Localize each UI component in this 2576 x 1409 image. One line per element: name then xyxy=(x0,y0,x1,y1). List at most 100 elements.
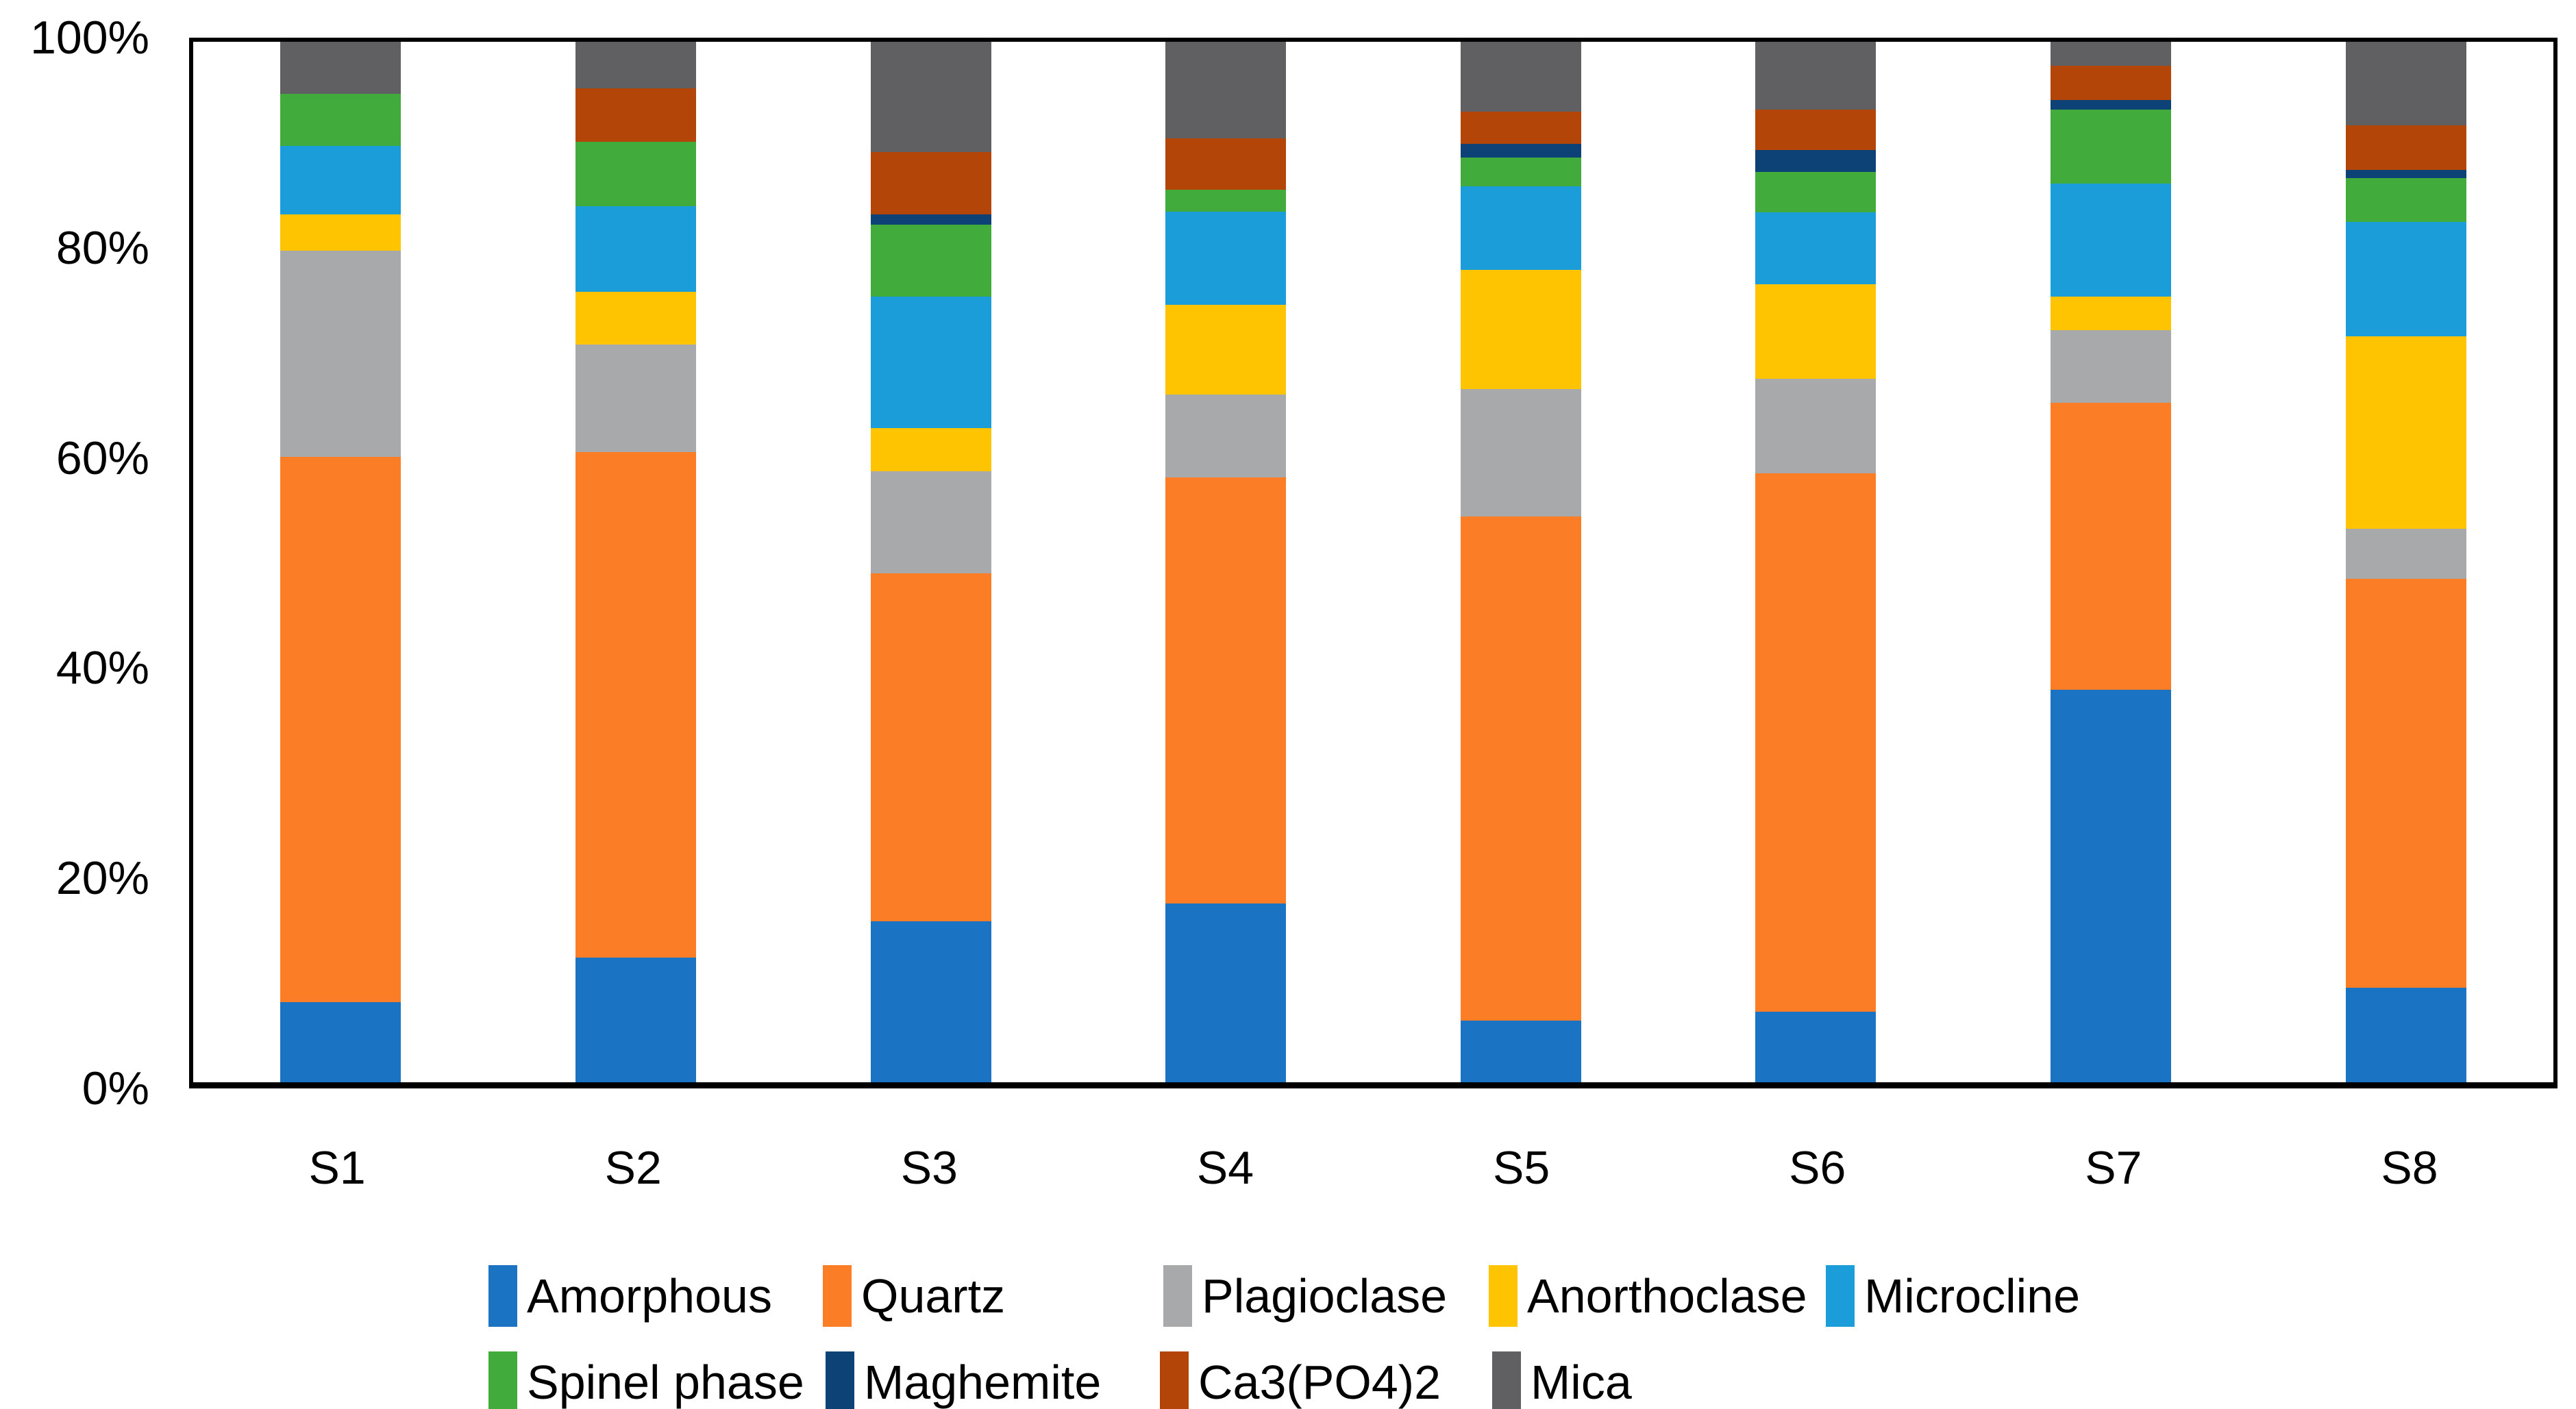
segment-anorthoclase-s8 xyxy=(2345,336,2466,529)
segment-quartz-s7 xyxy=(2051,403,2172,690)
legend-label-maghemite: Maghemite xyxy=(864,1356,1102,1409)
legend-item-anorthoclase: Anorthoclase xyxy=(1489,1262,1807,1330)
slot-s5 xyxy=(1374,42,1669,1082)
segment-plagioclase-s4 xyxy=(1165,394,1287,478)
segment-mica-s6 xyxy=(1755,42,1877,110)
legend-label-amorphous: Amorphous xyxy=(527,1269,772,1323)
segment-spinel-phase-s2 xyxy=(575,141,696,207)
segment-anorthoclase-s6 xyxy=(1755,284,1877,379)
segment-ca3-po4-2-s6 xyxy=(1755,109,1877,151)
legend-item-plagioclase: Plagioclase xyxy=(1163,1262,1447,1330)
segment-mica-s1 xyxy=(280,42,401,94)
segment-quartz-s2 xyxy=(575,451,696,958)
y-tick-label-0: 0% xyxy=(82,1062,149,1114)
y-tick-label-80: 80% xyxy=(55,221,149,274)
segment-microcline-s3 xyxy=(870,297,991,428)
segment-maghemite-s5 xyxy=(1460,143,1581,158)
slot-s1 xyxy=(193,42,488,1082)
segment-spinel-phase-s6 xyxy=(1755,171,1877,213)
segment-maghemite-s7 xyxy=(2051,100,2172,110)
segment-microcline-s8 xyxy=(2345,221,2466,336)
segment-amorphous-s2 xyxy=(575,957,696,1082)
legend-swatch-spinel-phase xyxy=(488,1351,517,1409)
segment-quartz-s4 xyxy=(1165,477,1287,903)
segment-plagioclase-s3 xyxy=(870,471,991,574)
category-label-s7: S7 xyxy=(2085,1142,2142,1194)
category-label-s5: S5 xyxy=(1492,1142,1550,1194)
segment-quartz-s1 xyxy=(280,457,401,1003)
segment-amorphous-s5 xyxy=(1460,1021,1581,1082)
segment-mica-s3 xyxy=(870,42,991,153)
x-axis: S1 S2 S3 S4 S5 S6 S7 S8 xyxy=(189,1134,2558,1209)
legend-item-spinel-phase: Spinel phase xyxy=(488,1348,804,1409)
legend-item-microcline: Microcline xyxy=(1826,1262,2080,1330)
bar-s5 xyxy=(1460,42,1581,1082)
segment-microcline-s5 xyxy=(1460,186,1581,270)
bar-s3 xyxy=(870,42,991,1082)
y-tick-label-60: 60% xyxy=(55,432,149,484)
segment-ca3-po4-2-s5 xyxy=(1460,111,1581,144)
bar-s8 xyxy=(2345,42,2466,1082)
legend-swatch-mica xyxy=(1492,1351,1521,1409)
segment-microcline-s4 xyxy=(1165,211,1287,306)
legend-label-quartz: Quartz xyxy=(861,1269,1006,1323)
y-axis: 0% 20% 40% 60% 80% 100% xyxy=(0,14,149,1112)
bar-s6 xyxy=(1755,42,1877,1082)
legend-swatch-maghemite xyxy=(826,1351,854,1409)
segment-anorthoclase-s1 xyxy=(280,214,401,251)
segment-spinel-phase-s8 xyxy=(2345,178,2466,222)
segment-microcline-s7 xyxy=(2051,183,2172,297)
category-label-s3: S3 xyxy=(900,1142,958,1194)
segment-amorphous-s1 xyxy=(280,1002,401,1082)
segment-mica-s8 xyxy=(2345,42,2466,125)
slot-s8 xyxy=(2258,42,2553,1082)
segment-amorphous-s6 xyxy=(1755,1011,1877,1082)
segment-quartz-s6 xyxy=(1755,473,1877,1012)
segment-ca3-po4-2-s4 xyxy=(1165,138,1287,190)
segment-mica-s7 xyxy=(2051,42,2172,66)
segment-plagioclase-s6 xyxy=(1755,379,1877,474)
segment-mica-s2 xyxy=(575,42,696,89)
slot-s3 xyxy=(783,42,1078,1082)
segment-microcline-s1 xyxy=(280,145,401,215)
segment-spinel-phase-s7 xyxy=(2051,109,2172,184)
legend-swatch-amorphous xyxy=(488,1265,517,1327)
legend-swatch-anorthoclase xyxy=(1489,1265,1518,1327)
legend-item-maghemite: Maghemite xyxy=(826,1348,1101,1409)
y-tick-label-40: 40% xyxy=(55,642,149,695)
segment-ca3-po4-2-s2 xyxy=(575,88,696,142)
segment-anorthoclase-s3 xyxy=(870,427,991,472)
segment-microcline-s6 xyxy=(1755,212,1877,284)
legend-label-ca3-po4-2: Ca3(PO4)2 xyxy=(1198,1356,1441,1409)
bar-s4 xyxy=(1165,42,1287,1082)
category-label-s1: S1 xyxy=(308,1142,366,1194)
legend-row-2: Spinel phase Maghemite Ca3(PO4)2 Mica xyxy=(0,1348,2576,1409)
segment-anorthoclase-s5 xyxy=(1460,269,1581,390)
segment-mica-s4 xyxy=(1165,42,1287,139)
legend-item-amorphous: Amorphous xyxy=(488,1262,772,1330)
legend-item-quartz: Quartz xyxy=(823,1262,1005,1330)
category-label-s8: S8 xyxy=(2381,1142,2438,1194)
segment-ca3-po4-2-s3 xyxy=(870,152,991,215)
segment-quartz-s5 xyxy=(1460,516,1581,1021)
legend-label-mica: Mica xyxy=(1531,1356,1632,1409)
bar-s7 xyxy=(2051,42,2172,1082)
legend-swatch-ca3-po4-2 xyxy=(1160,1351,1189,1409)
segment-maghemite-s6 xyxy=(1755,150,1877,172)
slot-s7 xyxy=(1964,42,2259,1082)
bar-s1 xyxy=(280,42,401,1082)
segment-plagioclase-s5 xyxy=(1460,389,1581,516)
category-label-s4: S4 xyxy=(1196,1142,1254,1194)
legend-label-plagioclase: Plagioclase xyxy=(1202,1269,1447,1323)
segment-amorphous-s3 xyxy=(870,921,991,1082)
legend-label-microcline: Microcline xyxy=(1864,1269,2081,1323)
legend-swatch-plagioclase xyxy=(1163,1265,1192,1327)
segment-anorthoclase-s7 xyxy=(2051,297,2172,330)
category-label-s6: S6 xyxy=(1789,1142,1846,1194)
segment-plagioclase-s8 xyxy=(2345,528,2466,579)
segment-microcline-s2 xyxy=(575,206,696,292)
y-tick-label-20: 20% xyxy=(55,852,149,905)
legend-item-ca3-po4-2: Ca3(PO4)2 xyxy=(1160,1348,1441,1409)
segment-amorphous-s4 xyxy=(1165,903,1287,1082)
